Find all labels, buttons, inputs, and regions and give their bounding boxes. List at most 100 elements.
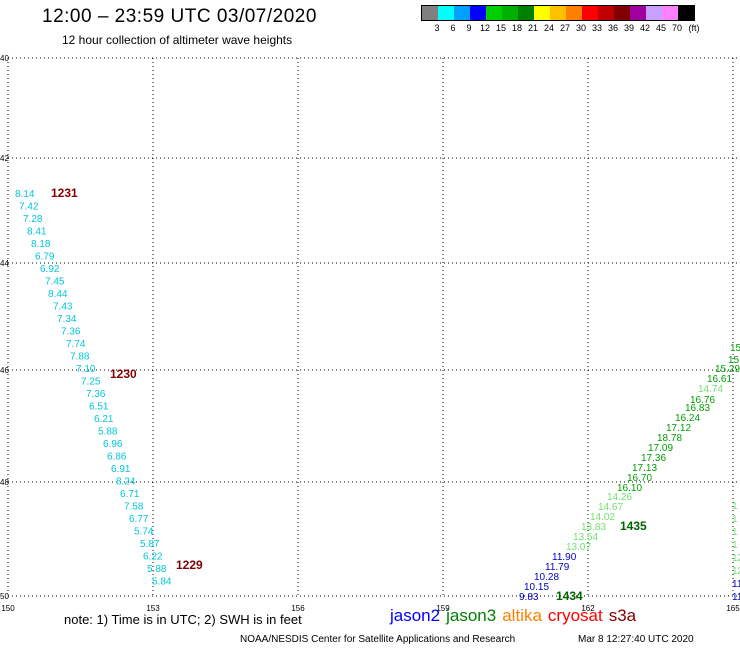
- legend-swatch: [518, 6, 534, 20]
- legend-label: 15: [495, 23, 507, 33]
- wave-height-label: 17.36: [641, 453, 666, 464]
- wave-height-label: 14.74: [698, 384, 723, 395]
- legend-swatch: [630, 6, 646, 20]
- wave-height-label: 7.88: [70, 352, 90, 363]
- legend-label: 18: [511, 23, 523, 33]
- legend-unit: (ft): [688, 23, 700, 33]
- wave-height-label: 16.70: [627, 473, 652, 484]
- wave-height-label: 10.28: [534, 572, 559, 583]
- legend-label: 21: [527, 23, 539, 33]
- wave-height-label: 1: [732, 527, 738, 538]
- wave-height-label: 13.54: [573, 532, 598, 543]
- wave-height-label: 16.10: [617, 483, 642, 494]
- lat-tick-label: 50: [0, 592, 9, 601]
- wave-height-label: 14.67: [598, 502, 623, 513]
- legend-label: 36: [607, 23, 619, 33]
- legend-swatch: [534, 6, 550, 20]
- legend-swatch: [662, 6, 678, 20]
- lon-tick-label: 159: [436, 604, 450, 613]
- wave-height-label: 7.28: [23, 214, 43, 225]
- legend-label: 42: [639, 23, 651, 33]
- wave-height-label: 5.88: [98, 427, 118, 438]
- wave-height-label: 7.74: [66, 339, 86, 350]
- wave-height-label: 14.02: [590, 512, 615, 523]
- legend-label: 12: [479, 23, 491, 33]
- legend-swatch: [438, 6, 454, 20]
- wave-height-label: 7.42: [19, 202, 39, 213]
- wave-height-label: 5.74: [134, 527, 154, 538]
- wave-height-label: 6.77: [129, 514, 149, 525]
- wave-height-label: 7.25: [81, 377, 101, 388]
- legend-label: 24: [543, 23, 555, 33]
- wave-height-label: 6.86: [107, 452, 127, 463]
- legend-swatch: [470, 6, 486, 20]
- wave-height-label: 14.26: [607, 492, 632, 503]
- wave-height-label: 5.88: [147, 564, 167, 575]
- legend-swatches: [421, 5, 695, 21]
- wave-height-label: 17.13: [632, 463, 657, 474]
- legend-swatch: [454, 6, 470, 20]
- wave-height-label: 7.34: [57, 314, 77, 325]
- legend-labels: 3 6 9 12 15 18 21 24 27 30 33 36 39 42 45 70 (ft): [421, 21, 699, 35]
- track-time-label: 1229: [176, 558, 203, 572]
- legend-label: 9: [466, 23, 472, 33]
- wave-height-label: 15.: [728, 355, 740, 366]
- footer-note: note: 1) Time is in UTC; 2) SWH is in fe…: [64, 612, 302, 627]
- wave-height-label: 6.92: [40, 264, 60, 275]
- legend-swatch: [598, 6, 614, 20]
- track-time-label: 1230: [110, 367, 137, 381]
- wave-height-label: 11.9: [732, 592, 740, 603]
- lon-tick-label: 165: [726, 604, 740, 613]
- satellite-key-s3a: s3a: [608, 606, 637, 625]
- legend-swatch: [502, 6, 518, 20]
- wave-height-label: 13.83: [581, 522, 606, 533]
- track-time-label: 1435: [620, 519, 647, 533]
- wave-height-label: 16.61: [707, 374, 732, 385]
- wave-height-label: 12: [732, 553, 740, 564]
- wave-height-label: 16.76: [690, 395, 715, 406]
- legend-label: 70: [671, 23, 683, 33]
- wave-height-label: 7.10: [76, 364, 96, 375]
- wave-height-label: 16.83: [685, 403, 710, 414]
- lat-tick-label: 40: [0, 54, 9, 63]
- legend-swatch: [566, 6, 582, 20]
- wave-height-label: 8.44: [48, 289, 68, 300]
- legend-swatch: [646, 6, 662, 20]
- satellite-key-cryosat: cryosat: [547, 606, 603, 625]
- wave-height-label: 5.87: [140, 539, 160, 550]
- wave-height-label: 6.91: [111, 464, 131, 475]
- wave-height-label: 8.14: [15, 189, 35, 200]
- map-subtitle: 12 hour collection of altimeter wave hei…: [62, 33, 293, 47]
- wave-height-label: 17.09: [648, 443, 673, 454]
- satellite-key-jason3: jason3: [446, 606, 497, 625]
- lon-tick-label: 153: [146, 604, 160, 613]
- wave-height-label: 6.96: [103, 439, 123, 450]
- wave-height-label: 1: [732, 540, 738, 551]
- credit-line: NOAA/NESDIS Center for Satellite Applica…: [240, 634, 516, 645]
- wave-height-label: 6.71: [120, 489, 140, 500]
- wave-height-label: 9.83: [519, 592, 539, 603]
- lat-tick-label: 46: [0, 366, 9, 375]
- wave-height-label: 11.: [732, 579, 740, 590]
- satellite-key-altika: altika: [502, 606, 542, 625]
- lat-lon-grid: [7, 57, 740, 597]
- wave-height-label: 6.51: [89, 402, 109, 413]
- track-time-label: 1231: [51, 186, 78, 200]
- wave-height-label: 7.36: [86, 389, 106, 400]
- wave-height-label: 8.41: [27, 227, 47, 238]
- wave-height-label: 6.79: [35, 252, 55, 263]
- wave-height-label: 7.36: [61, 327, 81, 338]
- wave-height-label: 7.43: [53, 302, 73, 313]
- map-title: 12:00 – 23:59 UTC 03/07/2020: [42, 6, 317, 27]
- wave-height-label: 17.12: [666, 423, 691, 434]
- lon-tick-label: 156: [291, 604, 305, 613]
- wave-height-label: 16.24: [675, 413, 700, 424]
- color-legend: 3 6 9 12 15 18 21 24 27 30 33 36 39 42 45 70 (ft): [421, 5, 700, 35]
- generated-timestamp: Mar 8 12:27:40 UTC 2020: [578, 634, 694, 645]
- satellite-key: jason2 jason3 altika cryosat s3a: [390, 606, 642, 626]
- wave-height-label: 11.79: [545, 562, 570, 573]
- wave-height-points: 8.14 7.427.28 8.418.18 6.796.92 7.458.44 7.43…: [15, 186, 740, 603]
- legend-label: 45: [655, 23, 667, 33]
- legend-label: 30: [575, 23, 587, 33]
- legend-label: 39: [623, 23, 635, 33]
